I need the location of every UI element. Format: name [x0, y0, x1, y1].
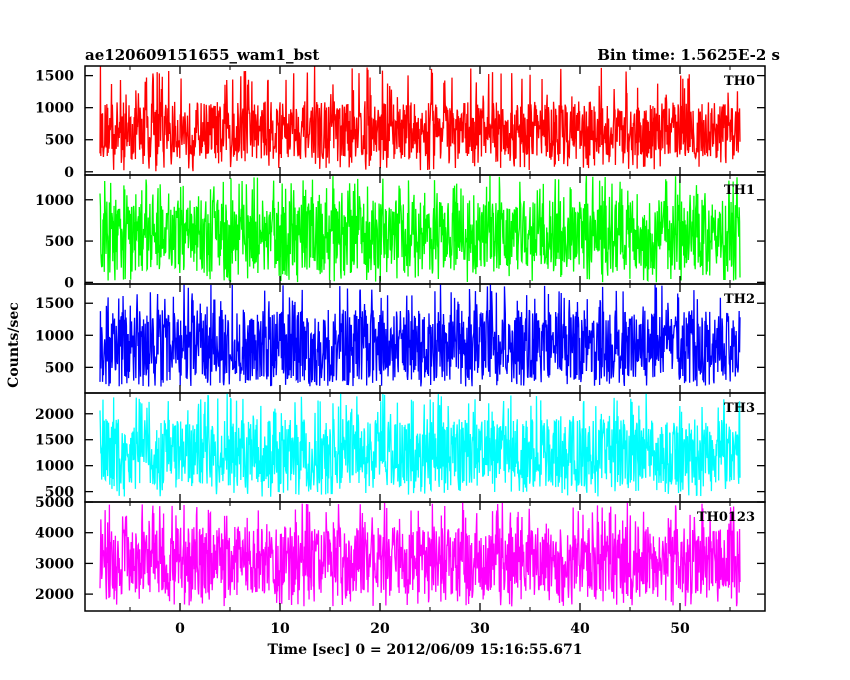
panel-label-th0: TH0 [724, 74, 755, 89]
y-tick-label: 4000 [35, 526, 74, 542]
panel-th2: 500 1000 1500 TH2 [35, 283, 766, 394]
y-tick-label: 1000 [35, 459, 74, 475]
panel-th3: 500 1000 1500 2000 TH3 [35, 392, 766, 503]
plot-title-left: ae120609151655_wam1_bst [85, 46, 319, 64]
panel-frame [84, 501, 766, 612]
panel-th0: 0 500 1000 1500 TH0 [35, 65, 766, 181]
y-tick-label: 1000 [35, 328, 74, 344]
y-tick-label: 1000 [35, 101, 74, 117]
y-tick-label: 500 [45, 360, 74, 376]
x-tick-label: 20 [370, 621, 390, 637]
x-tick-label: 0 [175, 621, 185, 637]
y-tick-label: 0 [64, 275, 74, 291]
y-tick-label: 2000 [35, 407, 74, 423]
x-axis-label: Time [sec] 0 = 2012/06/09 15:16:55.671 [268, 642, 583, 658]
y-tick-label: 1500 [35, 69, 74, 85]
panels-group: 0 500 1000 1500 TH0 0 500 1000 TH1 500 1000 1500 TH2… [35, 65, 766, 612]
x-tick-label: 10 [270, 621, 290, 637]
y-tick-label: 3000 [35, 556, 74, 572]
y-tick-label: 500 [45, 234, 74, 250]
x-tick-label: 30 [470, 621, 490, 637]
series-line-th2 [99, 284, 741, 387]
panel-label-th1: TH1 [724, 183, 755, 198]
panel-th1: 0 500 1000 TH1 [35, 174, 766, 291]
y-tick-label: 1000 [35, 193, 74, 209]
y-tick-label: 1500 [35, 296, 74, 312]
x-tick-label: 40 [570, 621, 590, 637]
y-axis-label: Counts/sec [6, 302, 22, 388]
y-tick-label: 0 [64, 165, 74, 181]
y-tick-label: 5000 [35, 495, 74, 511]
series-line-th1 [99, 175, 741, 283]
panel-label-th3: TH3 [724, 401, 755, 416]
plot-title-right: Bin time: 1.5625E-2 s [597, 46, 780, 64]
panel-label-th0123: TH0123 [697, 510, 755, 525]
y-tick-label: 500 [45, 133, 74, 149]
x-axis: 0 10 20 30 40 50 [175, 621, 690, 637]
y-tick-label: 1500 [35, 433, 74, 449]
y-tick-label: 500 [45, 485, 74, 501]
x-tick-label: 50 [670, 621, 690, 637]
panel-label-th2: TH2 [724, 292, 755, 307]
series-line-th3 [99, 393, 741, 497]
panel-th0123: 2000 3000 4000 5000 TH0123 [35, 495, 766, 612]
series-line-th0123 [99, 502, 741, 607]
series-line-th0 [99, 66, 741, 172]
y-tick-label: 2000 [35, 587, 74, 603]
